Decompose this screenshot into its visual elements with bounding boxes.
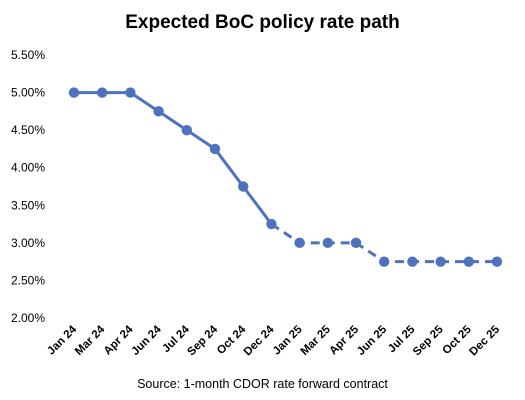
chart-title: Expected BoC policy rate path bbox=[125, 12, 400, 33]
x-tick-label: Sep 24 bbox=[185, 323, 220, 358]
x-tick-label: Apr 25 bbox=[327, 323, 361, 357]
data-point bbox=[181, 124, 192, 136]
x-tick-label: Jun 24 bbox=[129, 323, 164, 358]
y-tick-label: 4.00% bbox=[11, 161, 45, 175]
x-tick-label: Jan 25 bbox=[271, 323, 305, 357]
series-points bbox=[68, 87, 503, 267]
x-tick-label: Apr 24 bbox=[102, 323, 136, 357]
x-tick-label: Dec 25 bbox=[467, 323, 502, 358]
x-tick-label: Jun 25 bbox=[355, 323, 390, 358]
data-point bbox=[322, 237, 333, 249]
x-tick-label: Mar 25 bbox=[299, 323, 334, 358]
data-point bbox=[153, 106, 164, 117]
data-point bbox=[463, 256, 474, 267]
data-point bbox=[379, 256, 390, 267]
chart-source-note: Source: 1-month CDOR rate forward contra… bbox=[137, 377, 388, 391]
series-line-solid bbox=[74, 91, 273, 225]
y-tick-label: 3.50% bbox=[11, 198, 45, 212]
y-tick-label: 4.50% bbox=[11, 123, 45, 137]
data-point bbox=[491, 256, 503, 267]
x-tick-label: Dec 24 bbox=[242, 323, 277, 358]
x-tick-label: Mar 24 bbox=[73, 323, 108, 358]
data-point bbox=[68, 87, 80, 98]
data-point bbox=[407, 256, 418, 267]
x-tick-label: Sep 25 bbox=[411, 323, 446, 358]
data-point bbox=[294, 237, 305, 249]
data-point bbox=[209, 143, 221, 155]
y-tick-label: 2.00% bbox=[11, 311, 45, 325]
y-tick-label: 5.00% bbox=[11, 86, 45, 100]
x-tick-label: Jan 24 bbox=[45, 323, 79, 357]
data-point bbox=[97, 87, 108, 98]
y-axis: 2.00% 2.50% 3.00% 3.50% 4.00% 4.50% 5.00% 5.50% bbox=[11, 48, 45, 325]
data-point bbox=[125, 87, 136, 98]
data-point bbox=[238, 181, 249, 192]
y-tick-label: 5.50% bbox=[11, 48, 45, 62]
series-line-dashed bbox=[270, 222, 497, 264]
data-point bbox=[266, 218, 277, 230]
series-lines bbox=[74, 91, 497, 264]
data-point bbox=[435, 256, 446, 267]
y-tick-label: 2.50% bbox=[11, 273, 45, 287]
data-point bbox=[350, 237, 362, 249]
y-tick-label: 3.00% bbox=[11, 236, 45, 250]
